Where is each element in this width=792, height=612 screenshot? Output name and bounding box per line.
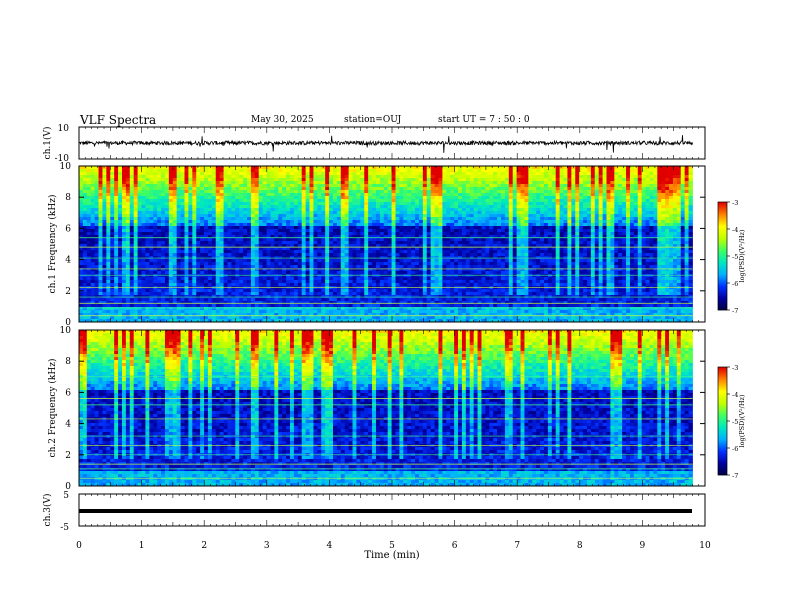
ch2-colorbar-tick: -7 [732,472,738,480]
ch1-ytick-bottom: -10 [55,154,70,164]
ch1-waveform-trace [78,135,693,153]
figure-title: VLF Spectra [80,113,157,127]
ch3-ytick-bottom: -5 [60,523,69,533]
ch1-colorbar-tick: -4 [732,226,738,234]
ch1-colorbar-label: log(PSD)(V²/Hz) [738,229,746,282]
ch1-spec-ylabel: ch.1 Frequency (kHz) [47,195,58,294]
ch3-ytick-top: 5 [63,491,69,501]
ch1-colorbar-tick: -6 [732,280,738,288]
ch3-ylabel: ch.3(V) [42,494,53,527]
station-name: station=OUJ [344,115,402,125]
ch1-colorbar-tick: -3 [732,199,738,207]
ch1-spec-ytick-label: 8 [65,193,71,203]
ch3-waveform-trace [79,509,692,513]
ch2-spectrogram-panel: 0 2 4 6 8 10 ch.2 Frequency (kHz) -3 -4 -5 -6 -7 l… [47,326,746,492]
ch1-colorbar-tick: -7 [732,307,738,315]
ch1-ylabel: ch.1(V) [42,127,53,160]
time-tick-label: 8 [577,541,583,551]
time-axis-label: Time (min) [364,550,419,561]
ch2-spec-ytick-label: 2 [65,451,71,461]
ch1-ytick-top: 10 [58,124,70,134]
ch1-colorbar: -3 -4 -5 -6 -7 log(PSD)(V²/Hz) [717,199,746,315]
ch2-spec-ytick-label: 0 [65,482,71,492]
ch2-spec-ylabel: ch.2 Frequency (kHz) [47,359,58,458]
ch2-spec-ytick-label: 6 [65,388,71,398]
ch2-colorbar: -3 -4 -5 -6 -7 log(PSD)(V²/Hz) [717,364,746,480]
ch2-spec-ytick-label: 10 [60,326,72,336]
time-tick-label: 0 [76,541,82,551]
start-time: start UT = 7 : 50 : 0 [438,115,530,125]
ch1-spectrogram-image [79,166,693,323]
ch1-spec-ytick-label: 4 [65,256,71,266]
ch2-spec-ytick-label: 8 [65,357,71,367]
time-tick-label: 2 [201,541,207,551]
ch2-spec-ytick-label: 4 [65,420,71,430]
ch1-spec-ytick-label: 10 [60,162,72,172]
time-axis-tick-labels: 0 1 2 3 4 5 6 7 8 9 10 [76,541,711,551]
time-tick-label: 10 [699,541,711,551]
ch2-colorbar-label: log(PSD)(V²/Hz) [738,394,746,447]
ch1-spec-ytick-label: 2 [65,287,71,297]
ch1-colorbar-tick: -5 [732,253,738,261]
time-tick-label: 3 [264,541,270,551]
time-tick-label: 4 [327,541,333,551]
ch2-spectrogram-image [79,330,693,487]
recording-date: May 30, 2025 [251,115,314,125]
ch1-spec-ytick-label: 6 [65,224,71,234]
ch2-colorbar-tick: -6 [732,445,738,453]
ch1-spec-ytick-label: 0 [65,318,71,328]
time-tick-label: 5 [389,541,395,551]
ch2-colorbar-tick: -5 [732,418,738,426]
time-tick-label: 7 [514,541,520,551]
time-tick-label: 1 [139,541,145,551]
time-tick-label: 9 [640,541,646,551]
ch1-spectrogram-panel: 0 2 4 6 8 10 ch.1 Frequency (kHz) -3 -4 -5 -6 -7 l… [47,162,746,328]
ch2-colorbar-tick: -3 [732,364,738,372]
time-axis-ticks [78,127,706,526]
time-tick-label: 6 [452,541,458,551]
ch2-colorbar-tick: -4 [732,391,738,399]
